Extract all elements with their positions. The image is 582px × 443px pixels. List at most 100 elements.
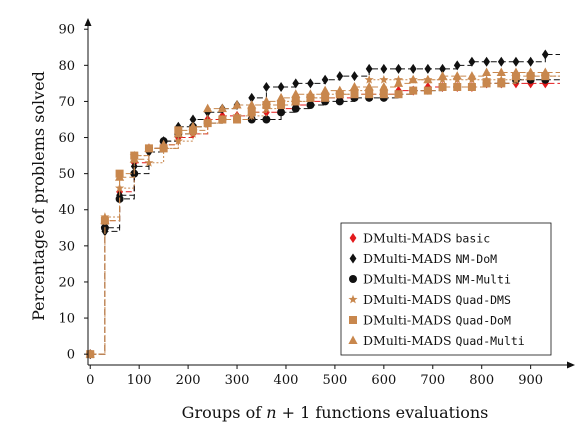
legend-item: DMulti-MADS Quad-DoM (349, 313, 511, 328)
data-point (306, 101, 315, 110)
data-point (129, 154, 139, 163)
data-point (393, 78, 404, 87)
legend-label: DMulti-MADS NM-DoM (363, 251, 497, 266)
legend-series-name: Quad-DoM (456, 314, 511, 328)
x-title-var: n (266, 403, 276, 422)
x-tick-label: 0 (86, 373, 94, 388)
data-point (321, 74, 329, 85)
data-point (364, 81, 374, 91)
data-point (115, 183, 125, 192)
y-axis-arrow (84, 18, 92, 26)
data-point (261, 96, 271, 105)
x-tick-label: 400 (274, 373, 299, 388)
data-point (527, 56, 535, 67)
legend-series-name: NM-Multi (456, 273, 511, 287)
x-tick-label: 900 (518, 373, 543, 388)
legend-item: DMulti-MADS Quad-Multi (348, 333, 525, 348)
data-point (247, 100, 257, 109)
legend-series-name: Quad-DMS (456, 293, 511, 307)
data-point (438, 82, 447, 91)
data-point (173, 128, 183, 138)
data-point (511, 67, 521, 77)
data-point (307, 78, 314, 89)
legend-marker (349, 253, 357, 264)
legend-label: DMulti-MADS Quad-DoM (363, 313, 511, 328)
legend-marker (348, 335, 358, 344)
legend-label: DMulti-MADS Quad-DMS (363, 292, 511, 307)
y-tick-label: 0 (67, 348, 75, 363)
data-point (277, 108, 286, 117)
data-point (364, 74, 374, 84)
legend-label: DMulti-MADS NM-Multi (363, 272, 511, 287)
data-point (395, 63, 402, 74)
data-point (424, 63, 432, 74)
legend-prefix: DMulti-MADS (363, 231, 456, 246)
data-point (497, 79, 506, 88)
data-point (144, 143, 154, 152)
data-point (408, 74, 418, 84)
y-tick-label: 90 (58, 23, 75, 38)
data-point (452, 71, 462, 80)
data-point (247, 108, 256, 117)
data-point (379, 74, 389, 84)
data-point (351, 71, 358, 82)
data-point (305, 89, 316, 98)
data-point (321, 93, 330, 102)
data-point (277, 101, 286, 110)
data-point (511, 72, 520, 81)
data-point (292, 78, 300, 89)
data-point (541, 49, 549, 60)
data-point (365, 63, 373, 74)
legend-item: DMulti-MADS basic (349, 231, 490, 246)
x-tick-label: 100 (127, 373, 152, 388)
data-point (409, 86, 418, 95)
data-point (159, 139, 169, 149)
data-point (526, 67, 536, 77)
data-point (277, 81, 285, 92)
legend-series-name: NM-DoM (456, 252, 498, 266)
series-layer (85, 49, 560, 360)
legend-item: DMulti-MADS Quad-DMS (348, 292, 511, 307)
data-point (130, 161, 138, 172)
data-point (349, 81, 360, 91)
x-axis-title: Groups of n + 1 functions evaluations (182, 403, 489, 422)
data-point (217, 103, 227, 113)
legend-marker (348, 294, 358, 304)
data-point (335, 97, 344, 106)
series-line (90, 72, 560, 355)
data-point (203, 119, 212, 128)
legend-prefix: DMulti-MADS (363, 251, 456, 266)
data-point (233, 115, 242, 124)
legend-prefix: DMulti-MADS (363, 313, 456, 328)
data-point (482, 79, 491, 88)
data-point (291, 104, 300, 113)
data-point (232, 111, 242, 120)
data-point (497, 56, 505, 67)
x-tick-label: 300 (225, 373, 250, 388)
data-point (365, 90, 374, 99)
data-point (336, 71, 344, 82)
y-tick-label: 80 (58, 59, 75, 74)
y-tick-label: 50 (58, 167, 75, 182)
legend-label: DMulti-MADS basic (363, 231, 490, 246)
data-point (291, 97, 300, 106)
y-tick-label: 60 (58, 131, 75, 146)
data-point (335, 85, 345, 95)
legend-prefix: DMulti-MADS (363, 292, 456, 307)
data-point (467, 71, 477, 80)
x-tick-label: 200 (176, 373, 201, 388)
data-point (100, 215, 110, 225)
data-point (262, 81, 270, 92)
data-point (335, 90, 344, 99)
data-point (483, 56, 490, 67)
data-point (232, 100, 242, 109)
x-axis-arrow (567, 361, 575, 369)
data-point (379, 81, 389, 91)
legend-marker (349, 233, 357, 243)
data-point (423, 86, 432, 95)
legend-series-name: Quad-Multi (456, 334, 525, 348)
data-point (439, 63, 446, 74)
legend-box (340, 222, 552, 356)
data-point (379, 90, 388, 99)
